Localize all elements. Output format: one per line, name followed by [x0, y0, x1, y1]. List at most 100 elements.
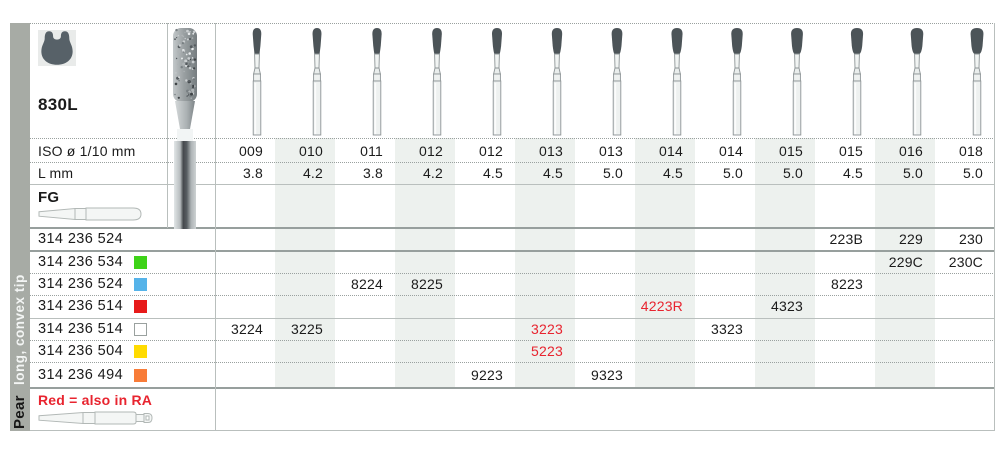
figure-number: 9223	[471, 367, 503, 383]
diamond-bur-icon	[551, 28, 563, 136]
order-number: 314 236 524	[38, 231, 124, 247]
category-sidebar: long, convex tip Pear	[10, 23, 30, 431]
iso-value: 010	[299, 143, 323, 159]
length-value: 4.2	[302, 165, 323, 181]
iso-value: 014	[659, 143, 683, 159]
column-stripe	[635, 138, 695, 388]
diamond-bur-icon	[252, 28, 262, 136]
length-value: 3.8	[362, 165, 383, 181]
column-stripe	[275, 138, 335, 388]
color-chip	[134, 344, 147, 358]
column-stripe	[875, 138, 935, 388]
pear-silhouette-icon	[41, 31, 73, 65]
figure-number: 3323	[711, 321, 743, 337]
iso-value: 012	[479, 143, 503, 159]
figure-number: 230C	[948, 254, 983, 270]
length-row-label: L mm	[38, 165, 74, 181]
diamond-bur-icon	[312, 28, 322, 136]
length-value: 5.0	[722, 165, 743, 181]
iso-value: 009	[239, 143, 263, 159]
column-stripe	[515, 138, 575, 388]
figure-number: 9323	[591, 367, 623, 383]
length-value: 4.5	[842, 165, 863, 181]
diamond-bur-icon	[491, 28, 503, 136]
diamond-bur-icon	[791, 28, 803, 136]
grid-line	[30, 430, 995, 431]
fg-shank-icon	[38, 207, 142, 221]
length-value: 5.0	[902, 165, 923, 181]
shape-icon-box	[38, 30, 76, 66]
figure-number: 8225	[411, 276, 443, 292]
order-number: 314 236 514	[38, 321, 124, 337]
iso-value: 011	[360, 143, 383, 159]
iso-value: 018	[959, 143, 983, 159]
order-number: 314 236 504	[38, 343, 124, 359]
diamond-bur-icon	[372, 28, 382, 136]
length-value: 3.8	[242, 165, 263, 181]
grid-line	[30, 23, 995, 24]
grid-line	[30, 184, 995, 185]
diamond-bur-icon	[432, 28, 442, 136]
figure-number: 4223R	[640, 298, 683, 314]
iso-value: 013	[599, 143, 623, 159]
shank-type-label: FG	[38, 189, 60, 206]
iso-value: 014	[719, 143, 743, 159]
figure-number: 229C	[888, 254, 923, 270]
iso-value: 016	[899, 143, 923, 159]
iso-value: 013	[539, 143, 563, 159]
order-number: 314 236 524	[38, 276, 124, 292]
figure-number: 4323	[771, 298, 803, 314]
length-value: 4.2	[422, 165, 443, 181]
diamond-bur-icon	[850, 28, 864, 136]
order-number: 314 236 494	[38, 367, 124, 383]
grid-line	[30, 227, 995, 229]
figure-number: 3225	[291, 321, 323, 337]
figure-number: 3224	[231, 321, 263, 337]
length-value: 5.0	[602, 165, 623, 181]
diamond-bur-icon	[611, 28, 623, 136]
length-value: 4.5	[662, 165, 683, 181]
iso-value: 012	[419, 143, 443, 159]
ra-shank-icon	[38, 411, 153, 425]
figure-number: 3223	[531, 321, 563, 337]
diamond-bur-icon	[970, 28, 984, 136]
grid-line	[994, 23, 995, 430]
iso-value: 015	[839, 143, 863, 159]
figure-number: 8223	[831, 276, 863, 292]
grid-line	[167, 23, 168, 228]
diamond-bur-icon	[671, 28, 683, 136]
red-note: Red = also in RA	[38, 392, 153, 408]
grid-line	[30, 273, 995, 274]
figure-number: 223B	[829, 231, 863, 247]
diamond-bur-icon	[910, 28, 924, 136]
length-value: 4.5	[542, 165, 563, 181]
grid-line	[30, 340, 995, 341]
color-chip	[134, 255, 147, 269]
figure-number: 229	[899, 231, 923, 247]
color-chip	[134, 277, 147, 291]
iso-row-label: ISO ø 1/10 mm	[38, 143, 136, 159]
color-chip	[134, 300, 147, 313]
order-number: 314 236 514	[38, 298, 124, 314]
diamond-bur-photo	[173, 28, 197, 229]
column-stripe	[755, 138, 815, 388]
grid-line	[30, 362, 995, 363]
length-value: 4.5	[482, 165, 503, 181]
iso-value: 015	[779, 143, 803, 159]
figure-number: 8224	[351, 276, 383, 292]
diamond-bur-icon	[731, 28, 743, 136]
length-value: 5.0	[782, 165, 803, 181]
grid-line	[30, 250, 995, 252]
color-chip	[134, 368, 147, 382]
order-number: 314 236 534	[38, 254, 124, 270]
figure-number: 230	[959, 231, 983, 247]
color-chip	[134, 322, 147, 336]
grid-line	[30, 138, 995, 139]
grid-line	[30, 162, 995, 163]
column-stripe	[395, 138, 455, 388]
figure-number: 5223	[531, 343, 563, 359]
grid-line	[30, 387, 995, 389]
product-code: 830L	[38, 95, 78, 114]
